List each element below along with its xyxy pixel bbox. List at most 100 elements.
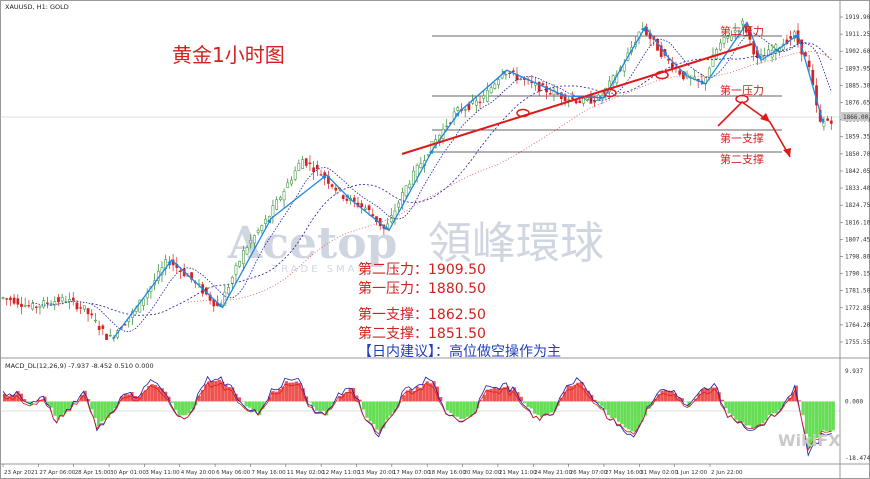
candle-body <box>5 298 9 300</box>
time-tick-label: 27 May 16:00 <box>605 470 643 476</box>
macd-bar <box>227 387 231 402</box>
candle-body <box>83 305 86 310</box>
time-tick-label: 12 May 11:00 <box>322 470 360 476</box>
time-tick-label: 24 May 21:00 <box>534 470 572 476</box>
candle-body <box>371 214 375 217</box>
macd-bar <box>251 401 255 411</box>
candle-body <box>315 164 319 170</box>
candle-body <box>227 287 230 294</box>
candle-body <box>301 159 304 169</box>
wikifx-badge: WikiFX <box>778 431 841 450</box>
trendline <box>401 43 753 155</box>
signal-line <box>2 381 832 452</box>
macd-bar <box>720 399 725 402</box>
candle-body <box>330 184 334 187</box>
macd-bar <box>49 401 54 408</box>
macd-bar <box>814 401 819 438</box>
current-price-box <box>841 112 869 121</box>
candle-body <box>297 163 301 171</box>
macd-tick-label: 0.000 <box>845 398 863 405</box>
macd-bar <box>596 401 600 404</box>
time-tick-label: 27 Apr 06:00 <box>39 470 75 476</box>
candle-body <box>789 36 792 39</box>
candle-body <box>260 225 264 231</box>
label-r1: 第一压力 <box>720 83 764 97</box>
macd-bar <box>549 401 554 413</box>
projection-path <box>717 100 791 158</box>
time-axis: 23 Apr 2021 27 Apr 06:00 28 Apr 15:00 30 Ap… <box>2 464 743 476</box>
macd-bar <box>308 401 312 403</box>
macd-bar <box>184 401 188 416</box>
macd-bar <box>573 384 577 402</box>
macd-bar <box>415 386 419 402</box>
macd-bar <box>472 401 476 413</box>
macd-bar <box>26 401 30 404</box>
macd-bar <box>241 401 245 402</box>
time-tick-label: 28 Apr 15:00 <box>75 470 111 476</box>
time-tick-label: 26 May 07:00 <box>570 470 608 476</box>
macd-bar <box>831 401 835 431</box>
macd-bar <box>231 387 235 402</box>
macd-bar <box>177 401 181 417</box>
macd-bar <box>321 401 325 411</box>
chart-title: 黄金1小时图 <box>172 43 285 67</box>
macd-bar <box>724 401 728 409</box>
macd-bar <box>633 401 637 432</box>
macd-bar <box>301 388 305 402</box>
macd-bar <box>580 381 584 402</box>
macd-bar <box>140 392 144 402</box>
candle-body <box>722 37 726 44</box>
macd-bar <box>133 395 138 402</box>
macd-bar <box>234 393 238 402</box>
macd-bar <box>714 387 718 402</box>
macd-bar <box>741 401 745 423</box>
macd-bar <box>479 400 483 402</box>
candle-body <box>293 170 297 180</box>
macd-bar <box>697 393 701 402</box>
candle-body <box>730 35 733 41</box>
macd-bar <box>764 401 768 421</box>
macd-bar <box>710 387 715 402</box>
wave-arrowhead <box>663 51 668 57</box>
macd-bar <box>157 386 161 402</box>
macd-bar <box>419 387 423 402</box>
candle-body <box>27 305 31 307</box>
macd-bar <box>647 401 651 409</box>
macd-bar <box>774 401 778 414</box>
moving-average-line <box>91 42 832 316</box>
candle-body <box>57 297 60 303</box>
candle-body <box>352 197 356 202</box>
candle-body <box>493 83 497 89</box>
macd-bar <box>46 401 50 406</box>
price-tick-label: 1807.45 <box>845 236 870 243</box>
macd-bar <box>315 401 319 411</box>
macd-bar <box>465 401 470 417</box>
price-tick-label: 1755.55 <box>845 339 870 346</box>
price-tick-label: 1833.40 <box>845 185 870 192</box>
time-tick-label: 31 May 02:00 <box>640 470 678 476</box>
price-tick-label: 1885.30 <box>845 82 870 89</box>
macd-bar <box>298 382 302 402</box>
candle-body <box>249 240 253 244</box>
macd-bar <box>405 390 409 402</box>
macd-bar <box>643 401 647 416</box>
macd-bar <box>801 401 805 416</box>
candle-body <box>86 308 90 315</box>
candle-body <box>319 174 323 176</box>
candle-body <box>659 45 663 57</box>
macd-bar <box>811 401 815 446</box>
macd-bar <box>284 381 288 402</box>
macd-bar <box>496 388 500 402</box>
candle-body <box>16 298 20 305</box>
macd-bar <box>278 389 282 402</box>
macd-bar <box>606 401 611 416</box>
wave-arrowhead <box>820 118 825 124</box>
candle-body <box>256 230 260 233</box>
candle-body <box>474 100 478 106</box>
macd-bar <box>603 401 607 410</box>
candle-body <box>367 205 371 211</box>
macd-bar <box>429 383 433 402</box>
candle-body <box>94 319 97 322</box>
macd-bar <box>737 401 741 422</box>
macd-bar <box>781 401 785 408</box>
